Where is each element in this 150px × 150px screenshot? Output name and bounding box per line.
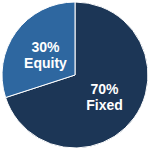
labels: 70%Fixed 30%Equity [24, 39, 123, 114]
data-label: 70% [91, 81, 120, 97]
data-label: 30% [31, 39, 60, 55]
pie-chart: 70%Fixed 30%Equity [0, 0, 150, 150]
slices [2, 2, 148, 148]
chart-root: 70%Fixed 30%Equity [0, 0, 150, 150]
category-label: Fixed [86, 97, 123, 113]
category-label: Equity [24, 55, 67, 71]
pie-slice [2, 2, 75, 98]
